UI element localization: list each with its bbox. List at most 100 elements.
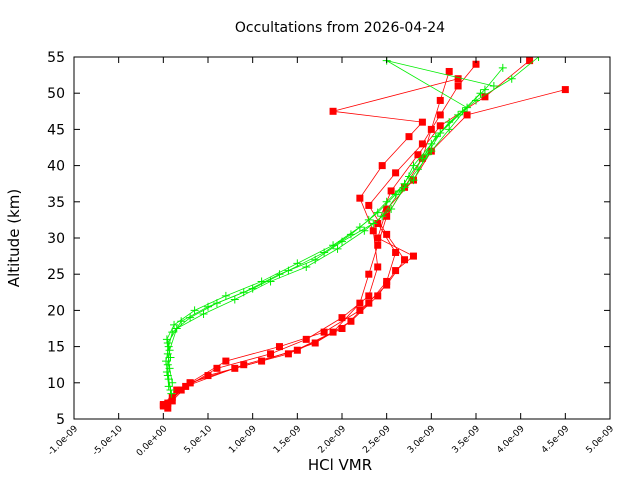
data-point-square (204, 372, 212, 380)
data-point-plus (172, 324, 181, 333)
data-point-plus (230, 295, 239, 304)
data-point-square (258, 357, 266, 365)
data-point-square (383, 281, 391, 289)
data-point-plus (422, 150, 431, 159)
data-point-plus (396, 186, 405, 195)
data-point-square (463, 111, 471, 119)
data-point-plus (163, 360, 172, 369)
y-tick-label: 15 (47, 340, 65, 356)
data-point-plus (167, 389, 176, 398)
data-point-square (526, 57, 534, 65)
data-point-plus (177, 317, 186, 326)
data-point-plus (311, 255, 320, 264)
data-point-plus (346, 230, 355, 239)
data-point-plus (476, 89, 485, 98)
data-point-plus (293, 259, 302, 268)
data-point-plus (190, 306, 199, 315)
data-point-square (472, 60, 480, 68)
y-tick-label: 35 (47, 195, 65, 211)
data-point-square (418, 140, 426, 148)
y-tick-label: 25 (47, 267, 65, 283)
data-point-square (182, 382, 190, 390)
data-point-plus (338, 237, 346, 246)
data-point-square (383, 205, 391, 213)
data-point-plus (355, 223, 364, 232)
data-layer (159, 57, 569, 412)
data-point-square (401, 256, 409, 264)
data-point-square (365, 270, 373, 278)
data-point-plus (333, 244, 342, 253)
data-point-square (383, 230, 391, 238)
data-point-square (186, 379, 194, 387)
data-point-plus (480, 85, 489, 94)
data-point-square (561, 86, 569, 94)
data-point-square (173, 386, 181, 394)
data-point-square (383, 277, 391, 285)
data-point-square (164, 404, 172, 412)
data-point-plus (409, 161, 418, 170)
data-point-plus (498, 63, 507, 72)
data-point-plus (445, 125, 454, 134)
data-point-square (168, 393, 176, 401)
data-point-plus (302, 262, 311, 271)
data-point-square (320, 328, 328, 336)
y-tick-label: 10 (47, 376, 65, 392)
data-point-plus (162, 367, 171, 376)
data-point-square (481, 93, 489, 101)
data-point-square (369, 227, 377, 235)
data-point-square (374, 292, 382, 300)
x-axis-label: HCl VMR (308, 456, 372, 474)
data-point-square (311, 339, 319, 347)
data-point-plus (436, 129, 445, 138)
data-point-square (159, 402, 167, 410)
data-point-square (329, 107, 337, 115)
y-tick-label: 50 (47, 86, 65, 102)
data-point-plus (165, 346, 174, 355)
y-tick-label: 20 (47, 303, 65, 319)
data-point-plus (378, 212, 387, 221)
series-group (159, 57, 569, 412)
data-point-plus (164, 382, 173, 391)
data-point-square (275, 343, 283, 351)
data-point-square (374, 234, 382, 242)
data-point-square (445, 67, 453, 75)
data-point-square (436, 122, 444, 130)
data-point-square (365, 299, 373, 307)
data-point-square (454, 82, 462, 90)
data-point-square (338, 325, 346, 332)
data-point-plus (164, 375, 173, 384)
data-point-plus (221, 291, 230, 300)
data-point-plus (373, 208, 382, 217)
data-point-square (293, 346, 301, 354)
data-point-square (365, 292, 373, 300)
data-point-plus (387, 205, 396, 214)
data-point-square (436, 111, 444, 119)
data-point-square (392, 248, 400, 256)
chart-title: Occultations from 2026-04-24 (235, 20, 445, 36)
series-0-profile-line (167, 60, 530, 404)
y-axis-label: Altitude (km) (5, 189, 23, 287)
y-axis: 5 10 15 20 25 30 35 40 45 50 55 (47, 50, 610, 428)
data-point-plus (257, 277, 266, 286)
data-point-plus (163, 338, 172, 347)
data-point-square (418, 118, 426, 126)
data-point-plus (266, 277, 275, 286)
data-point-square (409, 252, 417, 260)
data-point-square (414, 151, 422, 159)
y-tick-label: 5 (56, 412, 65, 428)
data-point-square (338, 314, 346, 322)
data-point-plus (199, 310, 208, 319)
data-point-square (387, 187, 395, 195)
data-point-square (436, 96, 444, 104)
data-point-square (356, 194, 364, 202)
data-point-square (213, 364, 221, 372)
data-point-square (392, 267, 400, 275)
data-point-plus (405, 172, 413, 181)
data-point-square (454, 75, 462, 83)
data-point-square (284, 350, 292, 358)
data-point-square (405, 133, 413, 141)
data-point-square (302, 335, 310, 343)
data-point-square (378, 162, 386, 170)
